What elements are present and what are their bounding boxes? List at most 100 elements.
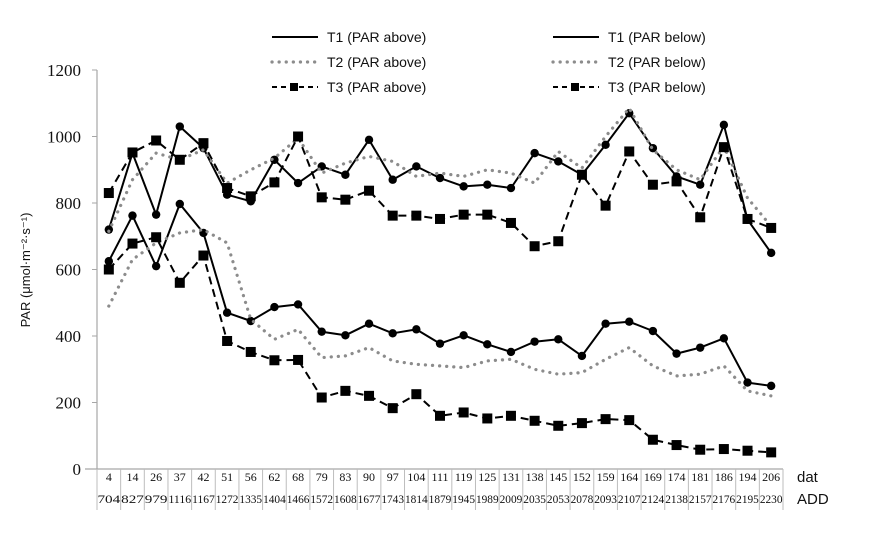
data-point: [127, 238, 138, 249]
series-line: [107, 106, 773, 233]
data-point: [364, 185, 375, 196]
data-point: [695, 444, 706, 455]
x-tick-label-add: 1404: [263, 492, 286, 506]
data-point: [104, 256, 114, 266]
legend-label: T2 (PAR below): [608, 54, 706, 70]
x-tick-label-add: 1677: [358, 492, 381, 506]
data-point: [341, 170, 350, 179]
data-point: [459, 182, 468, 191]
data-point: [459, 331, 468, 340]
data-point: [270, 302, 279, 312]
x-tick-label-dat: 79: [316, 470, 328, 484]
x-axis-table: 4 14 26 37 42 51 56 62 68 79 83 90 97 104 111 119 125 131…: [85, 468, 829, 510]
data-point: [505, 410, 516, 421]
x-tick-label-add: 1572: [310, 492, 333, 506]
data-point: [103, 188, 114, 199]
data-point: [103, 264, 114, 275]
data-point: [601, 140, 610, 150]
x-tick-label-dat: 56: [245, 470, 257, 484]
x-tick-label-dat: 152: [573, 470, 591, 484]
x-tick-label-add: 1608: [334, 492, 357, 506]
data-point: [412, 325, 421, 334]
data-point: [293, 178, 303, 188]
data-point: [648, 326, 658, 336]
x-tick-label-dat: 174: [668, 470, 686, 484]
data-point: [600, 200, 611, 211]
x-tick-label-dat: 97: [387, 470, 399, 484]
y-tick-label: 400: [56, 327, 82, 346]
data-point: [671, 176, 682, 187]
data-point: [600, 414, 611, 425]
series-t2-par-below: [107, 228, 773, 398]
data-point: [104, 225, 114, 234]
data-point: [174, 277, 185, 288]
x-tick-label-add: 1272: [216, 492, 239, 506]
data-point: [742, 445, 753, 456]
data-point: [222, 335, 233, 346]
data-point: [435, 213, 445, 224]
series-line: [107, 228, 773, 398]
x-tick-label-dat: 206: [762, 470, 780, 484]
x-tick-label-add: 2035: [523, 492, 546, 506]
x-tick-label-add: 1167: [192, 492, 215, 506]
data-point: [601, 319, 610, 328]
x-tick-label-add: 979: [145, 492, 168, 506]
data-point: [364, 390, 375, 401]
data-point: [505, 217, 516, 228]
x-tick-label-dat: 14: [126, 470, 138, 484]
series-t2-par-above: [107, 106, 773, 233]
data-point: [530, 337, 539, 346]
data-point: [151, 261, 161, 271]
data-point: [529, 415, 540, 426]
data-point: [647, 179, 658, 190]
x-tick-label-dat: 138: [526, 470, 544, 484]
series-line: [108, 236, 772, 454]
x-tick-label-dat: 62: [268, 470, 280, 484]
data-point: [718, 142, 729, 153]
data-point: [174, 154, 185, 165]
data-point: [671, 440, 682, 451]
x-tick-label-add: 1743: [381, 492, 404, 506]
data-point: [435, 173, 445, 183]
data-point: [719, 334, 729, 343]
x-tick-label-dat: 111: [431, 470, 448, 484]
legend-item: T1 (PAR below): [553, 29, 706, 45]
x-tick-label-dat: 145: [549, 470, 567, 484]
x-tick-label-add: 2093: [594, 492, 617, 506]
series-t3-par-above: [103, 131, 777, 252]
x-tick-label-dat: 131: [502, 470, 520, 484]
x-tick-label-dat: 4: [106, 470, 112, 484]
x-tick-label-add: 827: [121, 492, 144, 506]
data-point: [742, 213, 753, 224]
legend-marker: [290, 83, 298, 91]
x-tick-label-dat: 164: [620, 470, 638, 484]
x-tick-label-add: 704: [97, 492, 120, 506]
x-tick-label-add: 1879: [429, 492, 452, 506]
x-tick-label-add: 1989: [476, 492, 499, 506]
data-point: [411, 389, 422, 400]
data-point: [576, 169, 587, 180]
data-point: [387, 210, 398, 221]
data-point: [364, 319, 374, 328]
data-point: [647, 434, 658, 445]
x-tick-label-add: 1945: [452, 492, 475, 506]
y-tick-label: 1000: [47, 128, 81, 147]
x-tick-label-add: 2195: [736, 492, 759, 506]
series-t1-par-below: [104, 199, 776, 391]
x-tick-label-add: 2078: [571, 492, 594, 506]
x-tick-label-dat: 90: [363, 470, 375, 484]
data-point: [577, 351, 587, 361]
x-tick-label-add: 1116: [168, 492, 191, 506]
data-point: [554, 157, 563, 166]
x-tick-label-add: 2157: [689, 492, 712, 506]
legend-label: T1 (PAR below): [608, 29, 706, 45]
x-tick-label-add: 1814: [405, 492, 428, 506]
y-tick-label: 0: [73, 460, 82, 479]
x-tick-label-dat: 37: [174, 470, 186, 484]
data-point: [222, 183, 233, 194]
legend-marker: [571, 83, 579, 91]
series-group: [103, 106, 777, 458]
data-point: [553, 236, 564, 247]
y-tick-label: 600: [56, 261, 82, 280]
